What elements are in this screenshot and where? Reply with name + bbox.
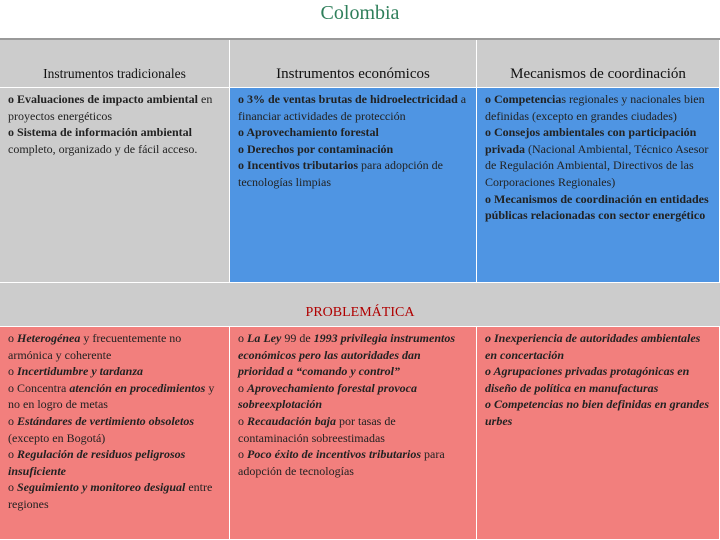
item: o Incentivos tributarios para adopción d… (238, 157, 468, 190)
text: o Aprovechamiento forestal (238, 125, 379, 140)
text: o Mecanismos de coordinación en entidade… (485, 191, 709, 223)
item: o Estándares de vertimiento obsoletos (e… (8, 413, 221, 446)
item: o Mecanismos de coordinación en entidade… (485, 191, 711, 224)
text: Incertidumbre y tardanza (17, 364, 144, 379)
text: a financiar actividades de protección (238, 92, 467, 123)
item: o Inexperiencia de autoridades ambiental… (485, 330, 711, 363)
text: Heterogénea (17, 331, 81, 345)
item: o Incertidumbre y tardanza (8, 363, 221, 380)
item: o Aprovechamiento forestal (238, 124, 468, 141)
text: s regionales y nacionales bien definidas… (485, 92, 705, 123)
section-heading: PROBLEMÁTICA (0, 283, 720, 327)
text: entre regiones (8, 480, 213, 511)
text: o (8, 480, 17, 495)
text: o Derechos por contaminación (238, 141, 394, 156)
item: o Poco éxito de incentivos tributarios p… (238, 446, 468, 479)
text: y frecuentemente no armónica y coherente (8, 331, 182, 362)
item: o Concentra atención en procedimientos y… (8, 380, 221, 413)
text: (excepto en Bogotá) (8, 430, 106, 445)
item: o La Ley 99 de 1993 privilegia instrumen… (238, 330, 468, 380)
text: Seguimiento y monitoreo desigual (17, 480, 186, 495)
header-cell: Instrumentos tradicionales (0, 40, 230, 88)
text: o (238, 380, 247, 395)
item: o Competencias regionales y nacionales b… (485, 91, 711, 124)
table-cell: o Heterogénea y frecuentemente no armóni… (0, 327, 230, 540)
item: o Seguimiento y monitoreo desigual entre… (8, 479, 221, 512)
text: 99 de (281, 331, 314, 345)
text: Regulación de residuos peligrosos insufi… (8, 447, 186, 478)
text: por tasas de contaminación sobreestimada… (238, 413, 396, 445)
table-cell: o La Ley 99 de 1993 privilegia instrumen… (230, 327, 477, 540)
text: o (8, 364, 17, 379)
table-cell: o Inexperiencia de autoridades ambiental… (477, 327, 720, 540)
text: o Competencias no bien definidas en gran… (485, 397, 710, 428)
text: Estándares de vertimiento obsoletos (17, 413, 194, 428)
item: o Evaluaciones de impacto ambiental en p… (8, 91, 221, 124)
text: o Sistema de información ambiental (8, 125, 192, 140)
text: o (238, 413, 247, 428)
text: o (238, 447, 247, 462)
text: o Concentra (8, 380, 70, 395)
text: Recaudación baja (247, 413, 336, 428)
text: para adopción de tecnologías (238, 447, 445, 478)
text: o 3% de ventas brutas de hidroelectricid… (238, 92, 458, 106)
item: o Recaudación baja por tasas de contamin… (238, 413, 468, 446)
text: completo, organizado y de fácil acceso. (8, 141, 198, 156)
text: o Consejos ambientales con participación… (485, 125, 697, 156)
text: 1993 privilegia instrumentos económicos … (238, 331, 455, 379)
item: o Sistema de información ambiental compl… (8, 124, 221, 157)
table-cell: o 3% de ventas brutas de hidroelectricid… (230, 88, 477, 283)
item: o 3% de ventas brutas de hidroelectricid… (238, 91, 468, 124)
item: o Consejos ambientales con participación… (485, 124, 711, 190)
table-cell: o Evaluaciones de impacto ambiental en p… (0, 88, 230, 283)
text: o (8, 413, 17, 428)
text: o (8, 447, 17, 462)
text: (Nacional Ambiental, Técnico Asesor de R… (485, 141, 709, 189)
table-cell: o Competencias regionales y nacionales b… (477, 88, 720, 283)
item: o Regulación de residuos peligrosos insu… (8, 446, 221, 479)
text: o Evaluaciones de impacto ambiental (8, 92, 199, 106)
text: Aprovechamiento forestal provoca sobreex… (238, 380, 417, 412)
item: o Derechos por contaminación (238, 141, 468, 158)
header-cell: Instrumentos económicos (230, 40, 477, 88)
text: o Agrupaciones privadas protagónicas en … (485, 364, 690, 395)
text: o Inexperiencia de autoridades ambiental… (485, 331, 701, 362)
item: o Competencias no bien definidas en gran… (485, 396, 711, 429)
text: o (8, 331, 17, 345)
rule (0, 38, 720, 40)
text: y no en logro de metas (8, 380, 215, 412)
text: atención en procedimientos (69, 380, 206, 395)
text: La Ley (247, 331, 282, 345)
text: o (238, 331, 247, 345)
header-cell: Mecanismos de coordinación (477, 40, 720, 88)
text: o Incentivos tributarios (238, 158, 358, 173)
text: en proyectos energéticos (8, 92, 213, 123)
item: o Heterogénea y frecuentemente no armóni… (8, 330, 221, 363)
title: Colombia (320, 2, 400, 24)
text: Poco éxito de incentivos tributarios (247, 447, 421, 462)
item: o Agrupaciones privadas protagónicas en … (485, 363, 711, 396)
text: o Competencia (485, 92, 562, 106)
text: para adopción de tecnologías limpias (238, 158, 443, 189)
item: o Aprovechamiento forestal provoca sobre… (238, 380, 468, 413)
